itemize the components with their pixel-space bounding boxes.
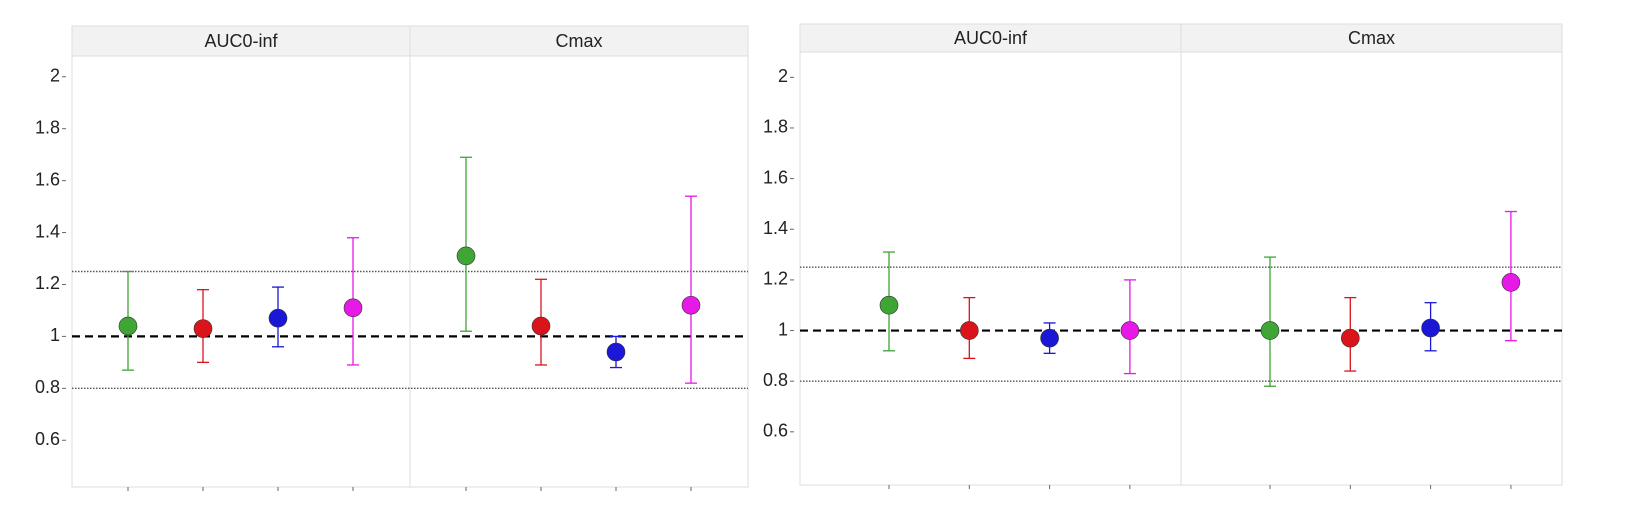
- y-tick-label: 1: [778, 319, 788, 339]
- y-tick-label: 0.6: [35, 429, 60, 449]
- point: [268, 308, 288, 328]
- facet-strip: [799, 23, 1182, 53]
- facet-title: Cmax: [1348, 28, 1395, 48]
- point: [193, 319, 213, 338]
- y-tick-label: 1.2: [35, 273, 60, 293]
- facet-title: AUC0-inf: [204, 31, 278, 51]
- point: [681, 295, 701, 315]
- facet-strip: [409, 25, 749, 57]
- point: [879, 295, 899, 315]
- y-tick-label: 1.4: [35, 221, 60, 241]
- facet-strip: [71, 25, 411, 57]
- point: [1120, 321, 1140, 340]
- point: [456, 246, 476, 266]
- facet-strip: [1180, 23, 1563, 53]
- point: [1260, 321, 1280, 340]
- point: [1501, 273, 1521, 292]
- y-tick-label: 1: [50, 325, 60, 345]
- y-tick-label: 1.6: [35, 169, 60, 189]
- point: [606, 342, 626, 362]
- point: [118, 316, 138, 336]
- y-tick-label: 1.8: [763, 117, 788, 137]
- point: [343, 298, 363, 318]
- facet-title: AUC0-inf: [954, 28, 1028, 48]
- y-tick-label: 1.4: [763, 218, 788, 238]
- y-tick-label: 0.6: [763, 421, 788, 441]
- facet-title: Cmax: [555, 31, 602, 51]
- point: [1341, 328, 1360, 348]
- y-tick-label: 2: [778, 66, 788, 86]
- y-tick-label: 1.8: [35, 117, 60, 137]
- point: [531, 316, 551, 336]
- point: [1421, 318, 1440, 338]
- y-tick-label: 2: [50, 66, 60, 86]
- y-tick-label: 1.2: [763, 269, 788, 289]
- point: [1040, 328, 1059, 348]
- y-tick-label: 1.6: [763, 167, 788, 187]
- y-tick-label: 0.8: [35, 377, 60, 397]
- y-tick-label: 0.8: [763, 370, 788, 390]
- point: [959, 321, 979, 340]
